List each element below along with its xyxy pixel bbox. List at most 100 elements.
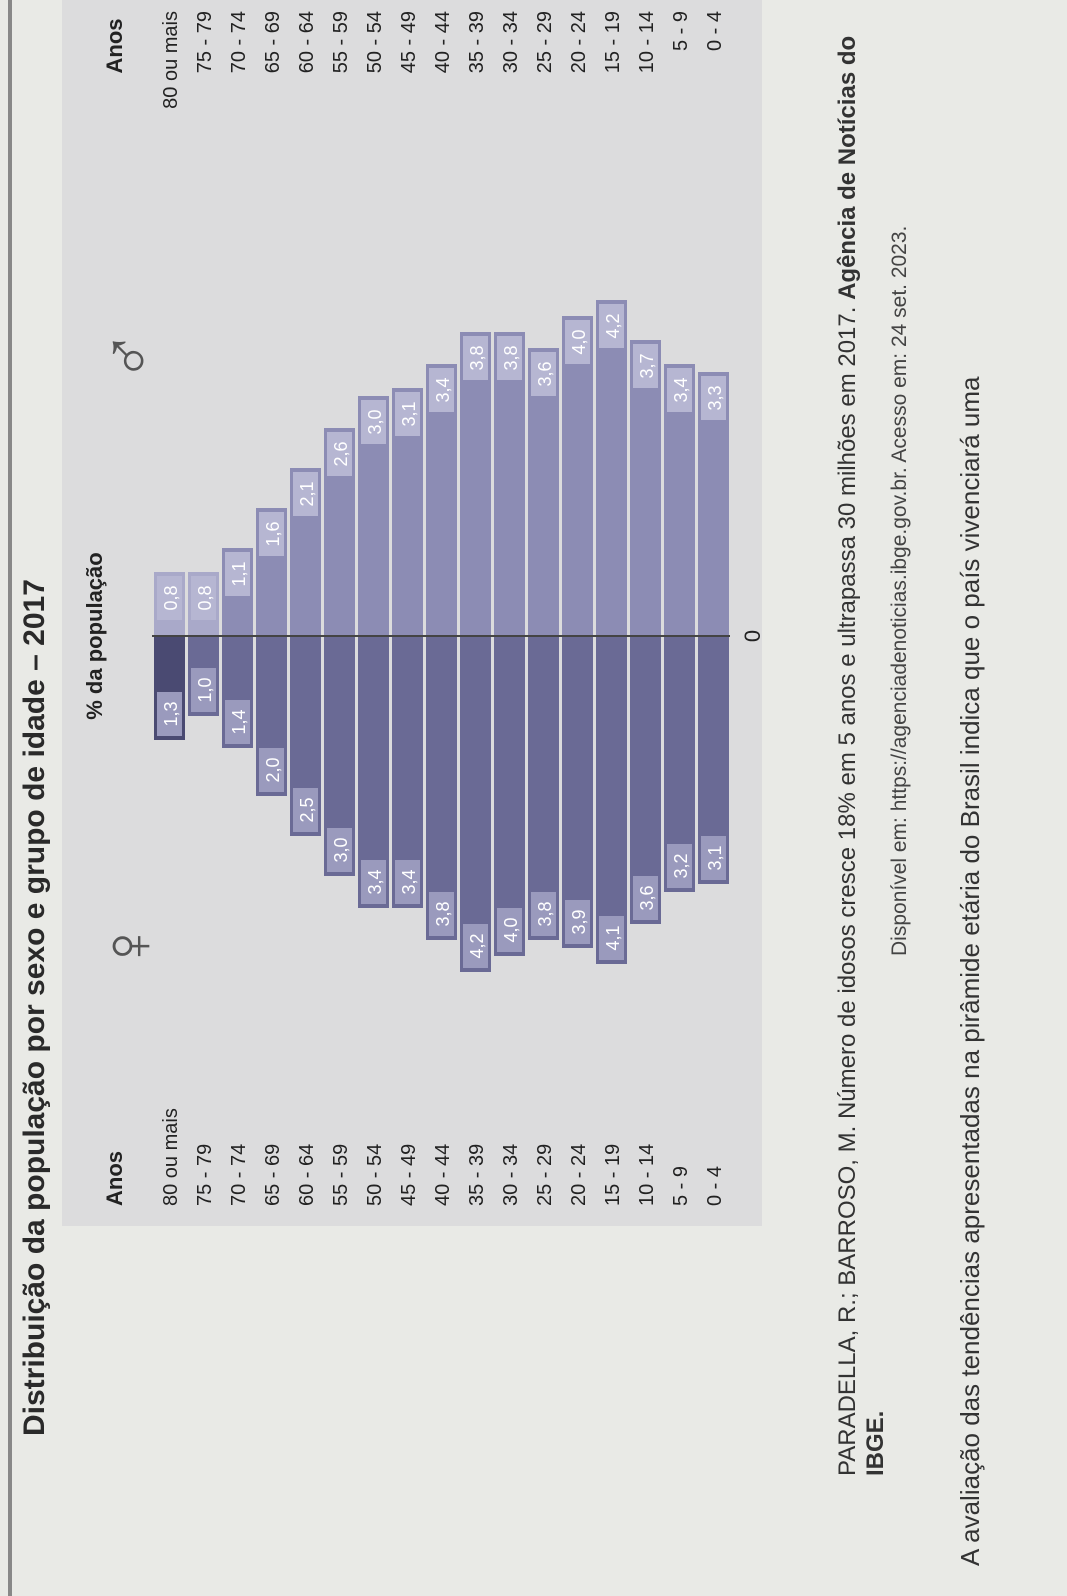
female-value-label: 3,8	[433, 901, 453, 926]
age-label-left: 65 - 69	[262, 1144, 284, 1206]
male-value-box	[293, 472, 318, 516]
male-icon: ♂	[89, 330, 167, 383]
male-bar	[392, 388, 423, 636]
x-axis-title: % da população	[82, 552, 107, 719]
male-value-box	[497, 336, 522, 380]
male-bar	[460, 332, 491, 636]
male-value-label: 3,1	[399, 401, 419, 426]
female-bar	[290, 636, 321, 836]
age-label-right: 0 - 4	[704, 11, 726, 51]
age-label-left: 20 - 24	[568, 1144, 590, 1206]
age-label-left: 45 - 49	[398, 1144, 420, 1206]
age-label-left: 75 - 79	[194, 1144, 216, 1206]
male-bar	[358, 396, 389, 636]
female-bar	[494, 636, 525, 956]
female-bar	[324, 636, 355, 876]
left-axis-title: Anos	[102, 1151, 127, 1206]
right-axis-title: Anos	[102, 19, 127, 74]
female-bar	[698, 636, 729, 884]
age-label-right: 35 - 39	[466, 11, 488, 73]
female-bar	[426, 636, 457, 940]
female-value-label: 3,2	[671, 853, 691, 878]
male-value-box	[157, 576, 182, 620]
male-value-label: 3,6	[535, 361, 555, 386]
male-value-label: 1,1	[229, 561, 249, 586]
age-label-left: 80 ou mais	[160, 1108, 182, 1206]
age-label-right: 40 - 44	[432, 11, 454, 73]
female-bar	[596, 636, 627, 964]
age-label-right: 55 - 59	[330, 11, 352, 73]
age-label-left: 25 - 29	[534, 1144, 556, 1206]
female-value-label: 4,0	[501, 917, 521, 942]
female-bar	[664, 636, 695, 892]
male-bar	[664, 364, 695, 636]
age-label-right: 65 - 69	[262, 11, 284, 73]
age-label-right: 5 - 9	[670, 11, 692, 51]
chart-title: Distribuição da população por sexo e gru…	[18, 579, 51, 1436]
male-value-box	[463, 336, 488, 380]
age-label-right: 30 - 34	[500, 11, 522, 73]
female-bar	[358, 636, 389, 908]
male-value-box	[599, 304, 624, 348]
female-value-label: 2,5	[297, 797, 317, 822]
male-bar	[426, 364, 457, 636]
female-value-label: 3,4	[365, 869, 385, 894]
age-label-left: 50 - 54	[364, 1144, 386, 1206]
age-label-left: 30 - 34	[500, 1144, 522, 1206]
female-value-box	[599, 916, 624, 960]
male-value-box	[667, 368, 692, 412]
male-value-label: 3,7	[637, 353, 657, 378]
female-bar	[460, 636, 491, 972]
age-label-right: 25 - 29	[534, 11, 556, 73]
female-value-label: 1,4	[229, 709, 249, 734]
age-label-right: 80 ou mais	[160, 11, 182, 109]
female-value-box	[361, 860, 386, 904]
female-value-box	[259, 748, 284, 792]
male-value-label: 3,4	[433, 377, 453, 402]
male-value-label: 1,6	[263, 521, 283, 546]
female-value-box	[497, 908, 522, 952]
question-text: A avaliação das tendências apresentadas …	[955, 376, 985, 1567]
female-value-label: 3,9	[569, 909, 589, 934]
female-icon: ♀	[89, 920, 167, 973]
female-value-box	[667, 844, 692, 888]
female-value-label: 1,3	[161, 701, 181, 726]
age-label-right: 75 - 79	[194, 11, 216, 73]
age-label-right: 45 - 49	[398, 11, 420, 73]
female-value-box	[191, 668, 216, 712]
male-value-box	[191, 576, 216, 620]
zero-tick-label: 0	[740, 630, 762, 642]
population-pyramid-chart: Anos Anos % da população ♀ ♂ 80 ou mais 80 ou …	[82, 11, 765, 1206]
age-label-left: 0 - 4	[704, 1166, 726, 1206]
female-value-label: 3,1	[705, 845, 725, 870]
male-bar	[630, 340, 661, 636]
age-label-left: 5 - 9	[670, 1166, 692, 1206]
age-label-right: 70 - 74	[228, 11, 250, 73]
male-value-label: 3,4	[671, 377, 691, 402]
female-bar	[630, 636, 661, 924]
male-bar	[528, 348, 559, 636]
female-bar	[562, 636, 593, 948]
female-value-box	[701, 836, 726, 880]
availability-note: Disponível em: https://agenciadenoticias…	[888, 225, 911, 956]
age-label-left: 10 - 14	[636, 1144, 658, 1206]
male-bar	[596, 300, 627, 636]
male-value-box	[361, 400, 386, 444]
female-value-label: 3,6	[637, 885, 657, 910]
age-label-right: 50 - 54	[364, 11, 386, 73]
male-value-box	[429, 368, 454, 412]
age-label-right: 60 - 64	[296, 11, 318, 73]
male-bar	[698, 372, 729, 636]
age-label-left: 70 - 74	[228, 1144, 250, 1206]
male-value-label: 3,0	[365, 409, 385, 434]
citation: PARADELLA, R.; BARROSO, M. Número de ido…	[834, 16, 890, 1476]
male-value-box	[395, 392, 420, 436]
age-label-left: 15 - 19	[602, 1144, 624, 1206]
male-value-label: 3,8	[467, 345, 487, 370]
male-value-box	[531, 352, 556, 396]
female-value-label: 3,0	[331, 837, 351, 862]
female-value-box	[395, 860, 420, 904]
female-value-label: 4,2	[467, 933, 487, 958]
female-value-box	[327, 828, 352, 872]
male-value-box	[327, 432, 352, 476]
